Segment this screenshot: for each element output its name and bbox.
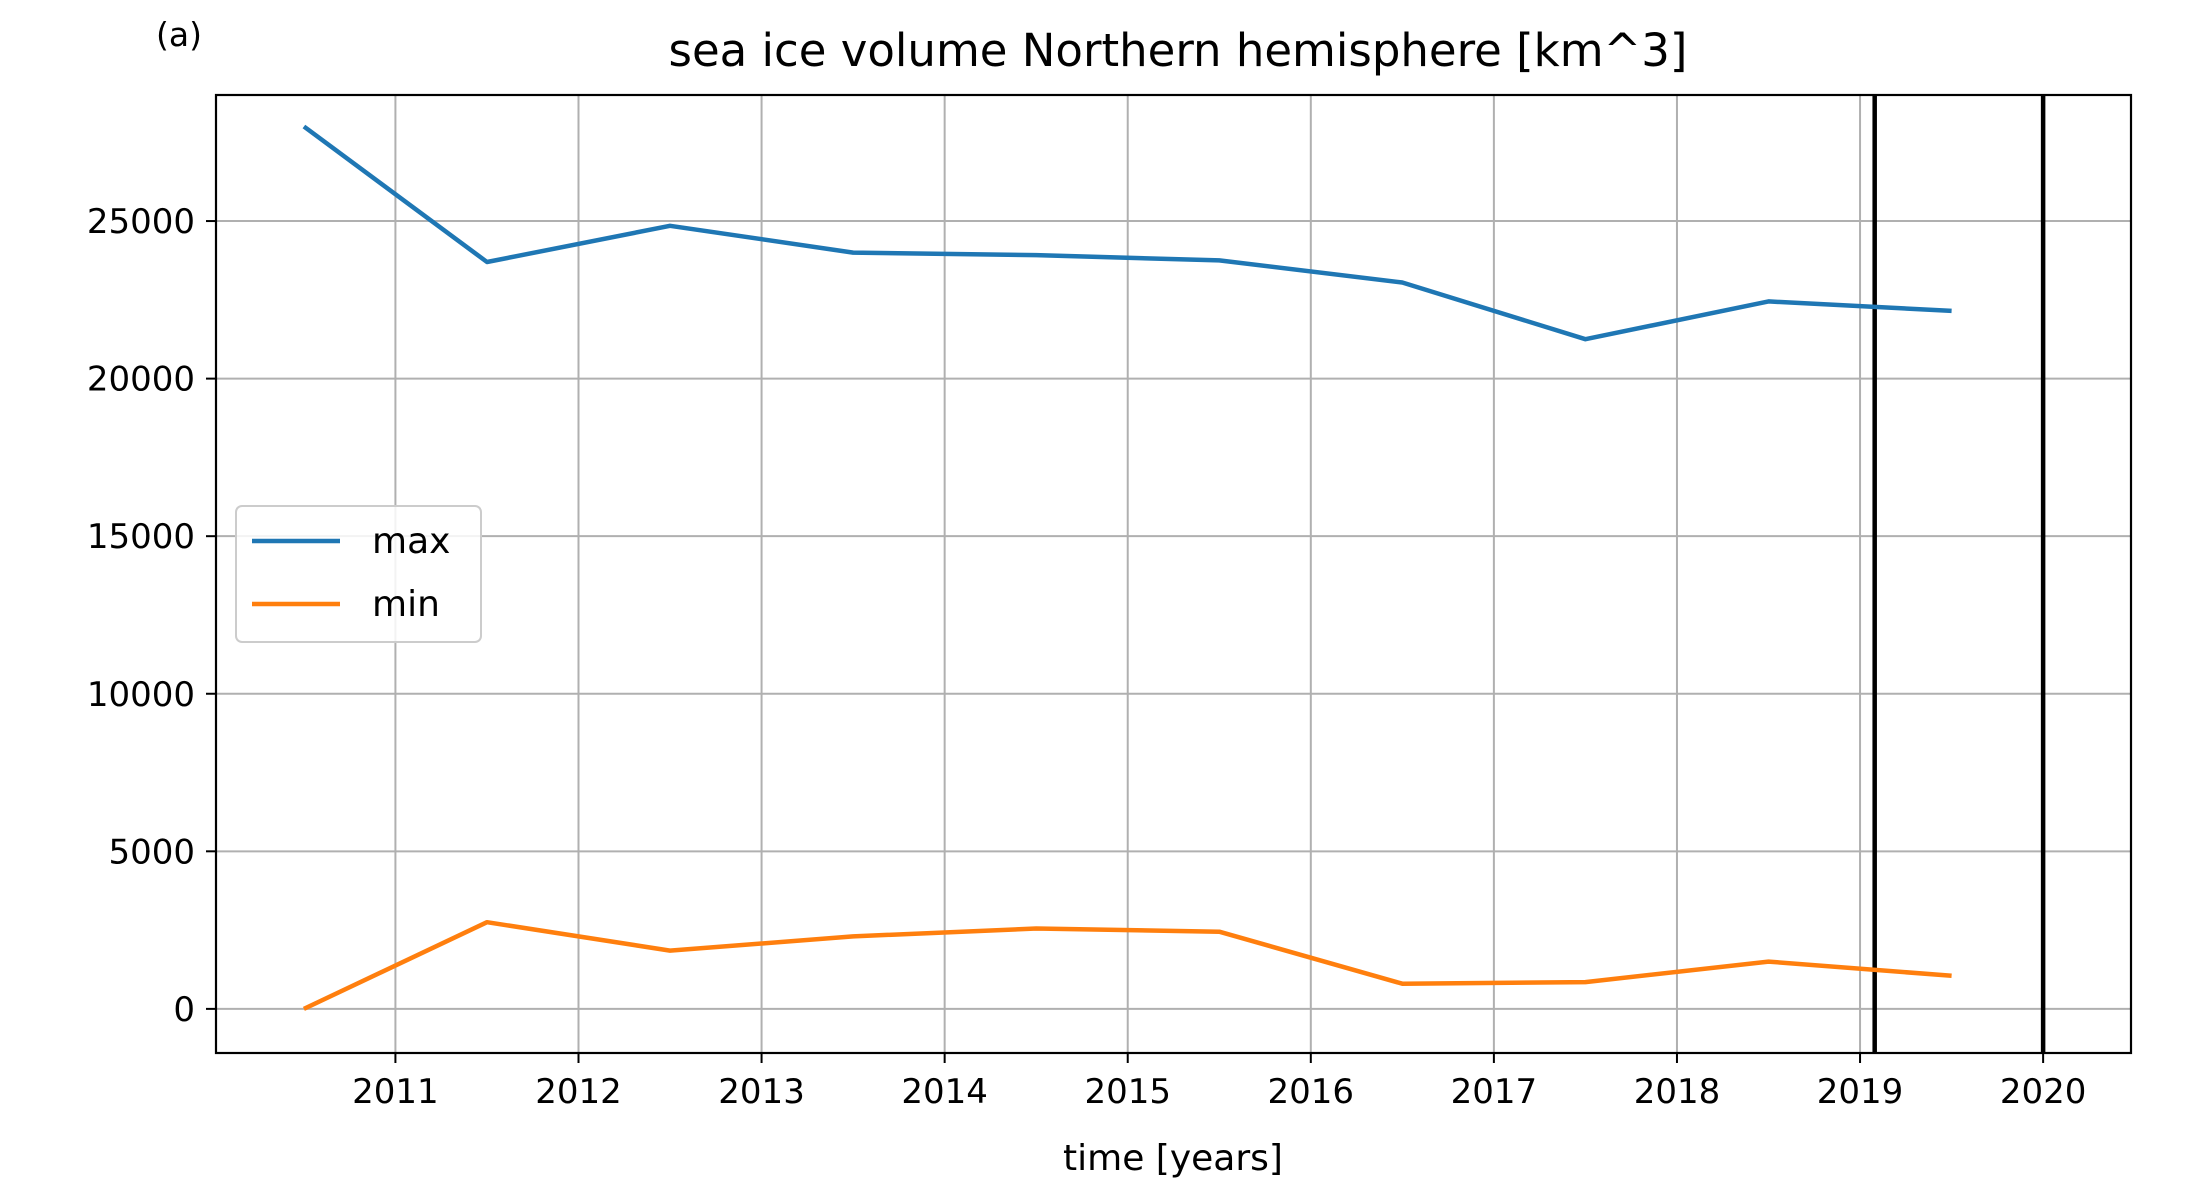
x-tick-label: 2018 bbox=[1634, 1072, 1721, 1112]
plot-frame bbox=[214, 93, 2133, 1055]
x-tick-label: 2019 bbox=[1817, 1072, 1904, 1112]
x-tick-label: 2013 bbox=[718, 1072, 805, 1112]
data-series bbox=[302, 124, 1952, 1011]
grid-lines bbox=[216, 95, 2131, 1053]
chart-title: sea ice volume Northern hemisphere [km^3… bbox=[669, 24, 1688, 77]
legend: max min bbox=[235, 505, 482, 643]
legend-label-min: min bbox=[372, 584, 440, 625]
x-tick-label: 2014 bbox=[901, 1072, 988, 1112]
y-axis-ticks: 0 5000 10000 15000 20000 25000 bbox=[87, 202, 216, 1030]
legend-label-max: max bbox=[372, 521, 450, 562]
x-tick-label: 2020 bbox=[2000, 1072, 2087, 1112]
y-tick-label: 0 bbox=[173, 990, 195, 1030]
x-tick-label: 2012 bbox=[535, 1072, 622, 1112]
y-tick-label: 15000 bbox=[87, 517, 195, 557]
x-tick-label: 2011 bbox=[352, 1072, 439, 1112]
x-axis-label: time [years] bbox=[1063, 1138, 1283, 1179]
vertical-markers bbox=[1872, 95, 2046, 1053]
x-axis-ticks: 2011 2012 2013 2014 2015 2016 2017 2018 2019 2020 bbox=[352, 1053, 2086, 1112]
y-tick-label: 20000 bbox=[87, 360, 195, 400]
x-tick-label: 2017 bbox=[1451, 1072, 1538, 1112]
series-line-max bbox=[302, 124, 1952, 342]
panel-label: (a) bbox=[156, 15, 202, 54]
x-tick-label: 2016 bbox=[1268, 1072, 1355, 1112]
y-tick-label: 25000 bbox=[87, 202, 195, 242]
series-line-min bbox=[302, 919, 1952, 1011]
y-tick-label: 10000 bbox=[87, 675, 195, 715]
x-tick-label: 2015 bbox=[1084, 1072, 1171, 1112]
y-tick-label: 5000 bbox=[108, 832, 195, 872]
